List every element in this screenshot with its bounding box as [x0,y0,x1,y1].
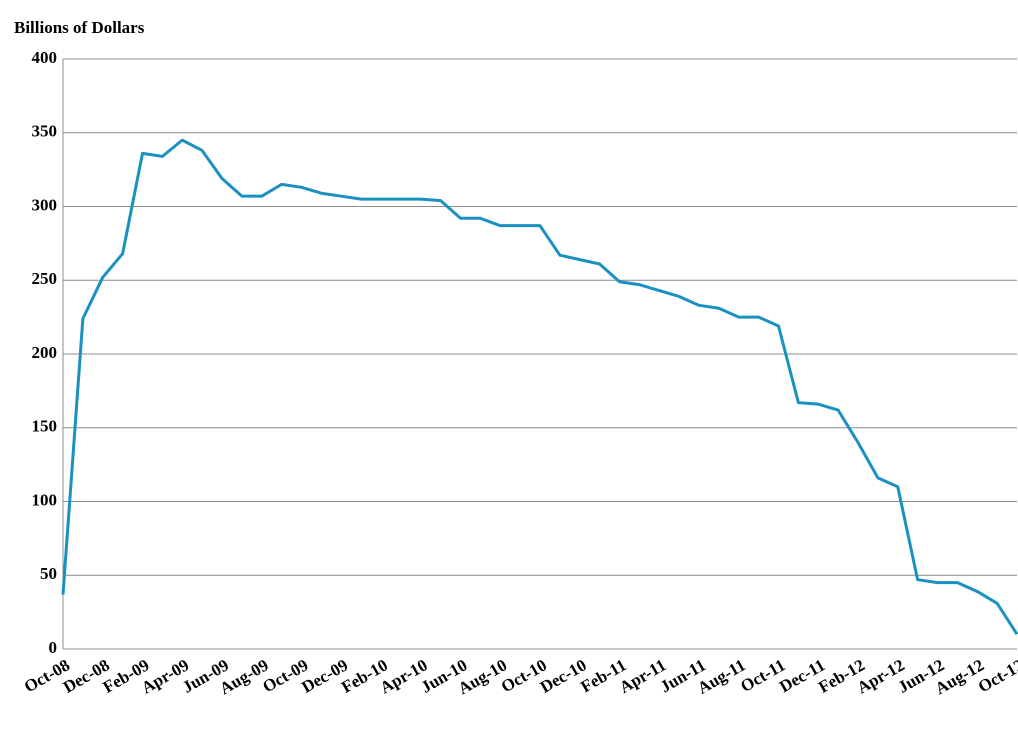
data-line [61,138,1018,636]
y-tick-label: 200 [32,343,58,362]
y-tick-label: 150 [32,417,58,436]
y-tick-label: 400 [32,48,58,67]
x-tick-label: Oct-12 [975,655,1018,696]
x-tick-label: Dec-10 [537,655,590,696]
y-tick-label: 300 [32,195,58,214]
y-tick-label: 100 [32,490,58,509]
x-tick-label: Apr-11 [616,655,669,697]
y-tick-label: 350 [32,122,58,141]
y-axis-title: Billions of Dollars [14,18,145,37]
y-tick-label: 0 [49,638,58,657]
y-tick-label: 250 [32,269,58,288]
y-tick-label: 50 [40,564,57,583]
